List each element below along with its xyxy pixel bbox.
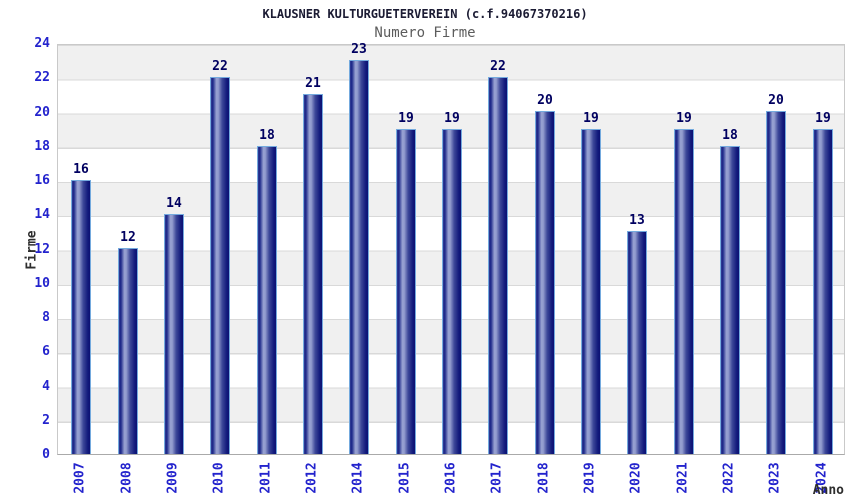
bar-value-label: 19: [583, 111, 599, 126]
bar-value-label: 13: [629, 213, 645, 228]
bar-value-label: 20: [768, 93, 784, 108]
bar-value-label: 22: [212, 59, 228, 74]
bar: [674, 129, 694, 454]
bar-value-label: 19: [815, 111, 831, 126]
bar-value-label: 20: [537, 93, 553, 108]
x-tick-label: 2019: [582, 462, 598, 494]
x-tick-label: 2022: [721, 462, 737, 494]
x-tick-label: 2010: [211, 462, 227, 494]
bar-value-label: 19: [676, 111, 692, 126]
bar: [210, 77, 230, 454]
bar-value-label: 18: [722, 128, 738, 143]
bar: [442, 129, 462, 454]
y-tick-label: 0: [42, 447, 50, 462]
bar: [813, 129, 833, 454]
bar-value-label: 16: [73, 162, 89, 177]
y-tick-label: 14: [34, 207, 50, 222]
y-tick-label: 20: [34, 105, 50, 120]
bar: [766, 111, 786, 454]
x-axis-title: Anno: [812, 483, 844, 498]
x-tick-label: 2023: [767, 462, 783, 494]
bar: [303, 94, 323, 454]
bar-value-label: 21: [305, 76, 321, 91]
x-tick-label: 2007: [72, 462, 88, 494]
y-tick-label: 24: [34, 36, 50, 51]
x-tick-label: 2011: [258, 462, 274, 494]
x-tick-label: 2014: [350, 462, 366, 494]
bar-value-label: 18: [259, 128, 275, 143]
bar-value-label: 23: [351, 42, 367, 57]
plot-area: 16 12 14 22 18 21 23 19 19 22 20 19 13 19 18 20 19: [57, 42, 845, 455]
bar-value-label: 19: [398, 111, 414, 126]
bar: [720, 146, 740, 454]
bar: [396, 129, 416, 454]
y-tick-label: 18: [34, 139, 50, 154]
y-tick-label: 4: [42, 379, 50, 394]
x-tick-label: 2015: [397, 462, 413, 494]
y-tick-label: 8: [42, 310, 50, 325]
y-tick-label: 10: [34, 276, 50, 291]
bar: [581, 129, 601, 454]
bar: [488, 77, 508, 454]
y-tick-label: 22: [34, 70, 50, 85]
y-tick-label: 12: [34, 242, 50, 257]
bar: [71, 180, 91, 454]
x-tick-label: 2012: [304, 462, 320, 494]
y-tick-label: 16: [34, 173, 50, 188]
bar: [164, 214, 184, 454]
bar: [627, 231, 647, 454]
x-tick-label: 2016: [443, 462, 459, 494]
bar-value-label: 19: [444, 111, 460, 126]
bar-value-label: 12: [120, 230, 136, 245]
bar-value-label: 14: [166, 196, 182, 211]
chart-subtitle: Numero Firme: [374, 25, 476, 41]
x-tick-label: 2021: [675, 462, 691, 494]
x-tick-label: 2008: [119, 462, 135, 494]
x-tick-label: 2018: [536, 462, 552, 494]
y-tick-label: 2: [42, 413, 50, 428]
x-tick-label: 2009: [165, 462, 181, 494]
bar: [257, 146, 277, 454]
bar-value-label: 22: [490, 59, 506, 74]
x-tick-label: 2017: [489, 462, 505, 494]
y-tick-label: 6: [42, 344, 50, 359]
chart-title: KLAUSNER KULTURGUETERVEREIN (c.f.9406737…: [262, 7, 588, 21]
bar: [118, 248, 138, 454]
bar: [535, 111, 555, 454]
x-tick-label: 2020: [628, 462, 644, 494]
bar: [349, 60, 369, 454]
